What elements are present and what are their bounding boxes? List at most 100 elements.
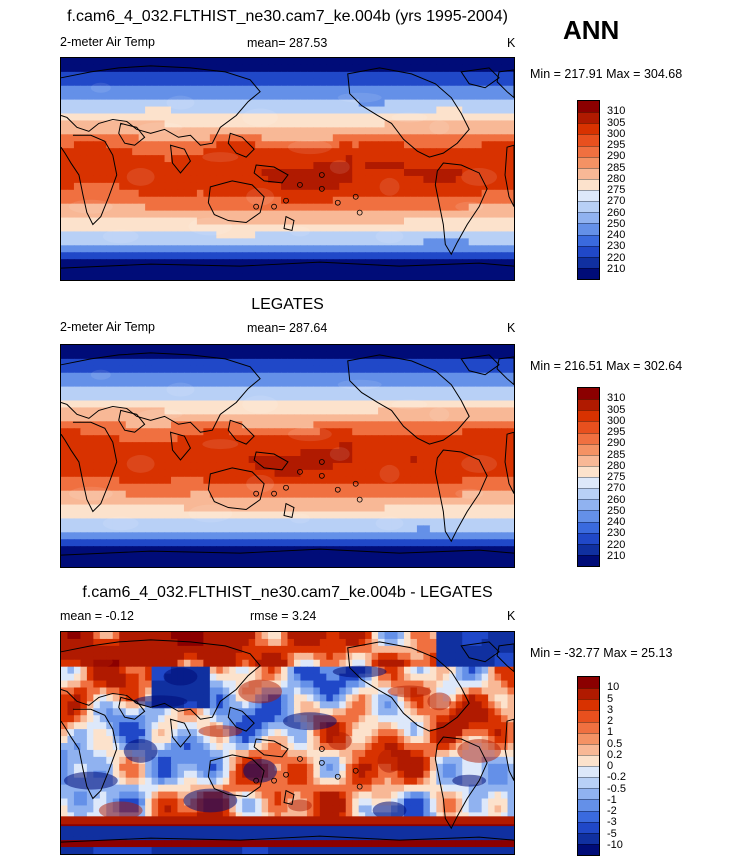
colorbar-segment bbox=[578, 488, 599, 500]
colorbar-tick-label: 275 bbox=[607, 471, 626, 483]
colorbar-tick-label: 0 bbox=[607, 760, 614, 772]
colorbar-tick-label: 295 bbox=[607, 426, 626, 438]
colorbar-segment bbox=[578, 167, 599, 179]
colorbar-segment bbox=[578, 212, 599, 224]
colorbar-segment bbox=[578, 101, 599, 113]
colorbar-segment bbox=[578, 267, 599, 279]
colorbar-segment bbox=[578, 777, 599, 789]
colorbar-segment bbox=[578, 443, 599, 455]
colorbar-segment bbox=[578, 843, 599, 855]
colorbar-segment bbox=[578, 532, 599, 544]
mean-label: mean= 287.53 bbox=[247, 36, 328, 50]
colorbar-tick-label: 10 bbox=[607, 681, 620, 694]
colorbar-segment bbox=[578, 134, 599, 146]
colorbar-tick-label: 290 bbox=[607, 150, 626, 163]
colorbar-tick-label: -3 bbox=[607, 816, 617, 829]
colorbar-tick-label: -0.2 bbox=[607, 771, 626, 784]
min-max-label: Min = 216.51 Max = 302.64 bbox=[530, 359, 683, 373]
colorbar-segment bbox=[578, 677, 599, 689]
colorbar-tick-label: 310 bbox=[607, 105, 626, 118]
colorbar-segment bbox=[578, 256, 599, 268]
colorbar-tick-label: 260 bbox=[607, 493, 626, 506]
colorbar-tick-label: 210 bbox=[607, 262, 626, 275]
colorbar-segment bbox=[578, 245, 599, 257]
panel-title: LEGATES bbox=[251, 296, 324, 313]
colorbar-tick-label: 220 bbox=[607, 538, 626, 551]
colorbar-tick-label: 220 bbox=[607, 251, 626, 264]
colorbar bbox=[577, 100, 600, 280]
colorbar-tick-label: 285 bbox=[607, 448, 626, 461]
colorbar bbox=[577, 387, 600, 567]
colorbar-tick-label: 230 bbox=[607, 527, 626, 540]
colorbar-segment bbox=[578, 554, 599, 566]
colorbar-tick-label: 305 bbox=[607, 403, 626, 416]
colorbar-segment bbox=[578, 190, 599, 202]
colorbar-segment bbox=[578, 810, 599, 822]
map-canvas bbox=[61, 632, 514, 854]
colorbar-segment bbox=[578, 123, 599, 135]
colorbar-segment bbox=[578, 399, 599, 411]
colorbar-tick-label: 305 bbox=[607, 116, 626, 129]
colorbar-segment bbox=[578, 710, 599, 722]
colorbar-tick-label: 240 bbox=[607, 516, 626, 528]
colorbar-tick-label: -2 bbox=[607, 805, 617, 817]
colorbar-tick-label: 210 bbox=[607, 549, 626, 562]
colorbar-segment bbox=[578, 112, 599, 124]
difference-map bbox=[60, 631, 515, 855]
colorbar-segment bbox=[578, 543, 599, 555]
colorbar bbox=[577, 676, 600, 856]
colorbar-segment bbox=[578, 388, 599, 400]
colorbar-segment bbox=[578, 743, 599, 755]
colorbar-segment bbox=[578, 766, 599, 778]
units-label: K bbox=[507, 609, 516, 623]
colorbar-tick-label: 230 bbox=[607, 240, 626, 253]
colorbar-segment bbox=[578, 410, 599, 422]
colorbar-segment bbox=[578, 465, 599, 477]
mean-label: mean= 287.64 bbox=[247, 321, 328, 335]
min-max-label: Min = -32.77 Max = 25.13 bbox=[530, 646, 673, 660]
colorbar-segment bbox=[578, 477, 599, 489]
colorbar-tick-label: 5 bbox=[607, 692, 614, 705]
colorbar-segment bbox=[578, 799, 599, 811]
colorbar-tick-label: -1 bbox=[607, 793, 617, 806]
colorbar-segment bbox=[578, 178, 599, 190]
colorbar-segment bbox=[578, 510, 599, 522]
colorbar-tick-label: -0.5 bbox=[607, 782, 626, 795]
colorbar-tick-label: 290 bbox=[607, 437, 626, 450]
colorbar-tick-label: 250 bbox=[607, 504, 626, 517]
colorbar-segment bbox=[578, 688, 599, 700]
colorbar-segment bbox=[578, 699, 599, 711]
colorbar-segment bbox=[578, 521, 599, 533]
colorbar-tick-label: 280 bbox=[607, 459, 626, 472]
colorbar-segment bbox=[578, 234, 599, 246]
colorbar-segment bbox=[578, 832, 599, 844]
map-canvas bbox=[61, 345, 514, 567]
colorbar-segment bbox=[578, 201, 599, 213]
colorbar-tick-label: 260 bbox=[607, 206, 626, 219]
colorbar-segment bbox=[578, 421, 599, 433]
colorbar-tick-label: 270 bbox=[607, 482, 626, 495]
colorbar-segment bbox=[578, 156, 599, 168]
colorbar-tick-label: 250 bbox=[607, 217, 626, 230]
colorbar-segment bbox=[578, 145, 599, 157]
colorbar-segment bbox=[578, 732, 599, 744]
mean-label: mean = -0.12 bbox=[60, 609, 135, 623]
colorbar-segment bbox=[578, 499, 599, 511]
variable-label: 2-meter Air Temp bbox=[60, 35, 155, 49]
temperature-map bbox=[60, 344, 515, 568]
panel-title: f.cam6_4_032.FLTHIST_ne30.cam7_ke.004b -… bbox=[82, 584, 493, 601]
colorbar-segment bbox=[578, 788, 599, 800]
temperature-map bbox=[60, 57, 515, 281]
colorbar-tick-label: -5 bbox=[607, 827, 617, 840]
colorbar-tick-label: 280 bbox=[607, 172, 626, 185]
colorbar-tick-label: 300 bbox=[607, 414, 626, 427]
colorbar-tick-label: 310 bbox=[607, 392, 626, 405]
colorbar-tick-label: 0.2 bbox=[607, 748, 623, 761]
units-label: K bbox=[507, 321, 516, 335]
colorbar-tick-label: 285 bbox=[607, 161, 626, 174]
rmse-label: rmse = 3.24 bbox=[250, 609, 317, 623]
colorbar-segment bbox=[578, 754, 599, 766]
colorbar-segment bbox=[578, 223, 599, 235]
panel-title: f.cam6_4_032.FLTHIST_ne30.cam7_ke.004b (… bbox=[67, 8, 508, 25]
colorbar-tick-label: 270 bbox=[607, 195, 626, 208]
